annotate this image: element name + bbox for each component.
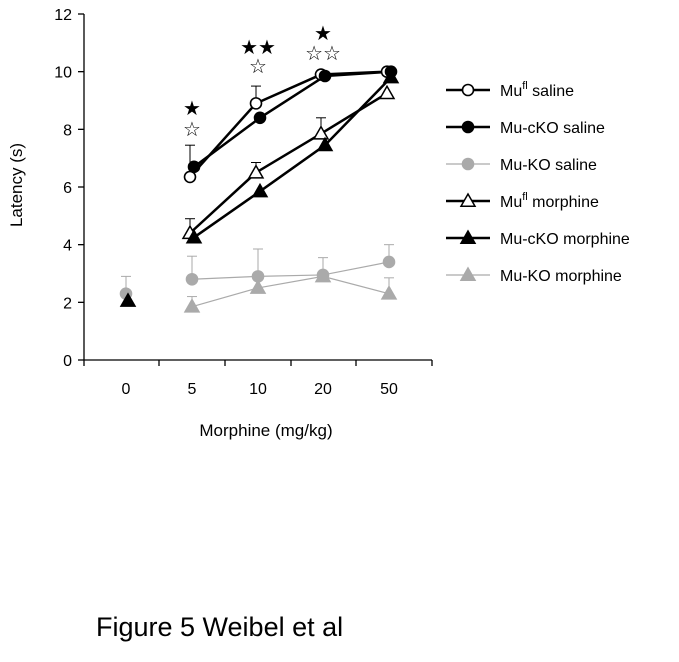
series-line-5	[191, 275, 390, 308]
legend-label: Mu-cKO morphine	[500, 231, 630, 248]
legend-label: Mu-cKO saline	[500, 120, 605, 137]
series-line-1	[193, 70, 392, 168]
legend-label: Mufl morphine	[500, 191, 599, 211]
legend-marker	[459, 192, 477, 207]
x-axis-label: Morphine (mg/kg)	[199, 421, 332, 440]
y-axis-label: Latency (s)	[7, 143, 26, 227]
x-tick-label: 0	[122, 381, 131, 398]
series-line-4	[193, 76, 392, 239]
data-point	[312, 125, 330, 140]
legend-label-superscript: fl	[522, 80, 528, 92]
data-point	[382, 255, 396, 269]
legend-label-superscript: fl	[522, 191, 528, 203]
data-point	[183, 298, 201, 313]
legend-marker	[459, 266, 477, 281]
legend-label: Mu-KO saline	[500, 157, 597, 174]
legend-marker	[459, 229, 477, 244]
y-tick-label: 12	[54, 7, 72, 24]
data-point	[314, 267, 332, 283]
y-tick-label: 6	[63, 180, 72, 197]
legend-label-base: Mu-KO morphine	[500, 268, 622, 285]
significance-star-open: ☆	[183, 119, 201, 141]
y-tick-label: 8	[63, 122, 72, 139]
series-line-3	[189, 92, 388, 235]
axes: 0 2 4 6 8 10 12 0 5 10 20 50	[54, 7, 433, 398]
significance-stars: ★☆★★☆★☆☆	[183, 23, 341, 141]
data-point	[380, 285, 398, 300]
data-point	[185, 228, 203, 244]
x-tick-label: 5	[188, 381, 197, 398]
significance-star-open: ☆☆	[305, 43, 341, 65]
data-point	[316, 136, 334, 152]
x-tick-label: 20	[314, 381, 332, 398]
data-point	[119, 292, 137, 307]
legend-label-base: Mu	[500, 83, 522, 100]
legend-marker	[461, 157, 475, 171]
legend-marker	[461, 120, 475, 134]
legend-label: Mufl saline	[500, 80, 574, 100]
data-point	[185, 272, 199, 286]
y-tick-label: 10	[54, 65, 72, 82]
legend-label-rest: saline	[528, 83, 574, 100]
data-point	[382, 68, 400, 84]
data-points	[119, 65, 400, 313]
legend-marker	[461, 83, 475, 97]
series-line-0	[189, 70, 388, 178]
significance-star-filled: ★	[314, 23, 332, 45]
x-tick-label: 10	[249, 381, 267, 398]
x-tick-label: 50	[380, 381, 398, 398]
series-lines	[189, 70, 392, 308]
legend-label-base: Mu-cKO saline	[500, 120, 605, 137]
legend-label: Mu-KO morphine	[500, 268, 622, 285]
data-point	[249, 97, 263, 110]
legend-label-rest: morphine	[528, 194, 599, 211]
data-point	[378, 84, 396, 100]
data-point	[247, 164, 265, 179]
y-tick-label: 0	[63, 353, 72, 370]
significance-star-open: ☆	[249, 56, 267, 78]
y-tick-label: 4	[63, 238, 72, 255]
legend-label-base: Mu-cKO morphine	[500, 231, 630, 248]
data-point	[253, 111, 267, 125]
legend-label-base: Mu-KO saline	[500, 157, 597, 174]
series-line-2	[191, 261, 390, 280]
data-point	[318, 69, 332, 83]
data-point	[249, 279, 267, 294]
legend-label-base: Mu	[500, 194, 522, 211]
data-point	[251, 182, 269, 198]
y-tick-label: 2	[63, 295, 72, 312]
significance-star-filled: ★	[183, 98, 201, 120]
figure-caption: Figure 5 Weibel et al	[96, 612, 344, 642]
data-point	[187, 160, 201, 174]
significance-star-filled: ★★	[240, 37, 276, 59]
